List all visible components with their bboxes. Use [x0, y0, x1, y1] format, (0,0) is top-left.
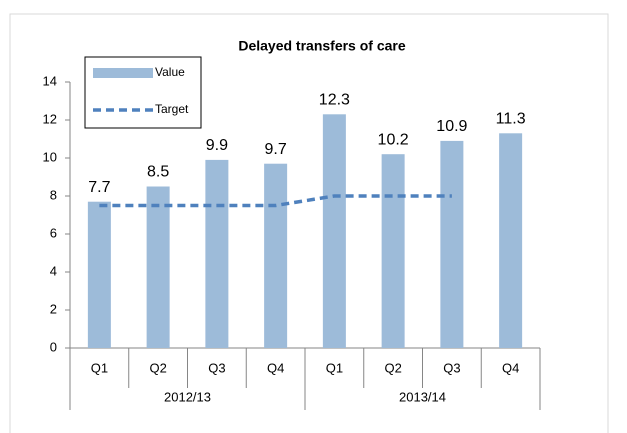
y-tick-label: 12	[43, 111, 57, 126]
x-tick-label: Q4	[502, 360, 519, 375]
y-tick-label: 2	[50, 301, 57, 316]
y-tick-label: 4	[50, 263, 57, 278]
x-tick-label: Q3	[443, 360, 460, 375]
legend-swatch	[93, 68, 153, 78]
data-label: 11.3	[496, 111, 526, 128]
x-tick-label: Q4	[267, 360, 284, 375]
data-label: 10.9	[436, 118, 467, 135]
x-tick-label: Q1	[326, 360, 343, 375]
target-line	[99, 194, 452, 208]
bar	[322, 114, 346, 348]
legend-label: Value	[155, 65, 185, 79]
group-label: 2012/13	[164, 389, 211, 404]
y-tick-label: 8	[50, 187, 57, 202]
bar	[440, 140, 464, 348]
y-tick-label: 0	[50, 339, 57, 354]
bar	[87, 201, 111, 348]
bar	[205, 159, 229, 348]
data-label: 8.5	[147, 164, 169, 181]
legend-label: Target	[155, 102, 189, 116]
data-label: 9.9	[206, 137, 228, 154]
bar	[499, 133, 523, 348]
bar	[381, 154, 405, 348]
data-label: 10.2	[378, 131, 409, 148]
bar	[264, 163, 288, 348]
x-tick-label: Q2	[149, 360, 166, 375]
data-label: 12.3	[319, 92, 350, 109]
x-tick-label: Q1	[91, 360, 108, 375]
y-tick-label: 10	[43, 149, 57, 164]
bar	[146, 186, 170, 348]
data-label: 9.7	[265, 141, 287, 158]
data-label: 7.7	[88, 179, 110, 196]
y-tick-label: 14	[43, 73, 57, 88]
x-tick-label: Q2	[384, 360, 401, 375]
group-label: 2013/14	[399, 389, 446, 404]
chart-title: Delayed transfers of care	[238, 38, 406, 54]
x-tick-label: Q3	[208, 360, 225, 375]
y-tick-label: 6	[50, 225, 57, 240]
